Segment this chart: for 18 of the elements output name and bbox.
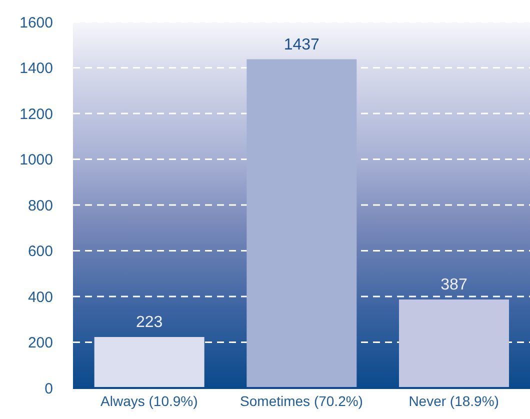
x-tick-label: Always (10.9%): [100, 392, 198, 409]
bar: [94, 336, 204, 388]
y-tick-label: 0: [44, 380, 53, 398]
data-label: 387: [440, 276, 468, 294]
x-tick-label: Never (18.9%): [408, 392, 499, 409]
y-tick-label: 1600: [20, 14, 53, 32]
y-tick-label: 400: [28, 288, 53, 306]
data-label: 223: [136, 314, 163, 331]
x-tick-label: Sometimes (70.2%): [240, 392, 363, 409]
y-tick-label: 1000: [20, 152, 53, 169]
bar: [246, 59, 357, 388]
bar: [398, 299, 509, 388]
y-tick-label: 200: [28, 334, 53, 352]
y-tick-label: 800: [28, 197, 53, 214]
y-tick-label: 1200: [20, 106, 53, 123]
y-tick-label: 1400: [20, 60, 53, 78]
y-tick-label: 600: [28, 243, 53, 260]
data-label: 1437: [284, 36, 320, 54]
